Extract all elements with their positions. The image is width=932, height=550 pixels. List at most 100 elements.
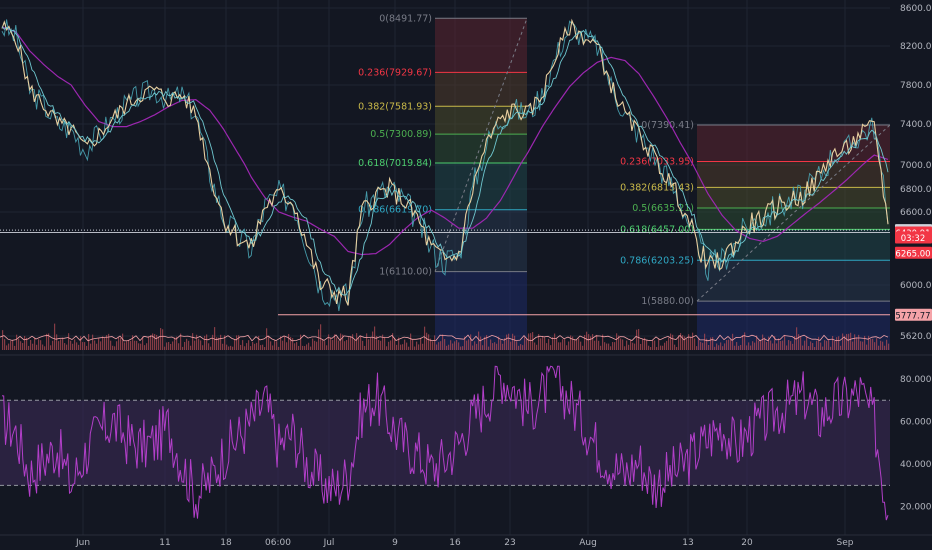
volume-bar <box>126 340 128 350</box>
volume-bar <box>406 342 408 350</box>
volume-bar <box>808 346 810 350</box>
volume-bar <box>314 340 316 350</box>
volume-bar <box>228 346 230 350</box>
volume-bar <box>812 343 814 350</box>
volume-bar <box>222 343 224 350</box>
volume-bar <box>860 341 862 350</box>
volume-bar <box>810 341 812 350</box>
volume-bar <box>800 336 802 350</box>
volume-bar <box>26 337 28 350</box>
volume-bar <box>78 344 80 350</box>
volume-bar <box>778 338 780 350</box>
time-axis[interactable]: Jun 11 18 06:00 Jul 9 16 23 Aug 13 20 Sep <box>75 538 854 548</box>
volume-bar <box>722 346 724 350</box>
volume-bar <box>212 334 214 350</box>
volume-bar <box>758 340 760 350</box>
volume-bar <box>470 334 472 350</box>
volume-bar <box>394 337 396 350</box>
volume-bar <box>530 333 532 350</box>
volume-bar <box>160 328 162 350</box>
volume-bar <box>202 345 204 350</box>
volume-bar <box>36 344 38 350</box>
volume-bar <box>396 344 398 350</box>
volume-bar <box>168 341 170 350</box>
fib-level-label: 0.5(6635.21) <box>632 203 694 214</box>
price-tick-label: 7000.00 <box>900 161 932 171</box>
volume-bar <box>822 346 824 350</box>
volume-bar <box>804 340 806 350</box>
volume-bar <box>108 333 110 350</box>
volume-bar <box>588 334 590 350</box>
price-tick-label: 6800.00 <box>900 185 932 195</box>
volume-bar <box>884 345 886 350</box>
volume-bar <box>190 345 192 350</box>
volume-bar <box>352 334 354 350</box>
volume-bar <box>368 339 370 350</box>
time-tick-label: 9 <box>392 538 398 548</box>
volume-bar <box>274 340 276 350</box>
volume-bar <box>432 341 434 350</box>
volume-bar <box>382 334 384 350</box>
volume-bar <box>110 340 112 350</box>
rsi-tick-label: 40.0000 <box>900 460 932 470</box>
volume-bar <box>630 340 632 350</box>
volume-bar <box>328 334 330 350</box>
volume-bar <box>564 339 566 350</box>
volume-bar <box>690 336 692 350</box>
volume-bar <box>644 337 646 350</box>
volume-bar <box>234 339 236 350</box>
volume-bar <box>136 340 138 350</box>
volume-bar <box>120 337 122 350</box>
volume-bar <box>124 342 126 350</box>
fib-level-label: 0.382(7581.93) <box>358 101 432 112</box>
volume-bar <box>72 343 74 350</box>
volume-bar <box>798 334 800 350</box>
volume-bar <box>434 335 436 350</box>
volume-bar <box>636 329 638 350</box>
volume-bar <box>838 336 840 350</box>
volume-bar <box>740 344 742 350</box>
volume-bar <box>638 329 640 350</box>
volume-bar <box>276 341 278 350</box>
fib-level-label: 0.5(7300.89) <box>370 129 432 140</box>
volume-bar <box>146 343 148 350</box>
volume-bar <box>220 334 222 350</box>
volume-bar <box>694 338 696 350</box>
volume-bar <box>104 337 106 350</box>
volume-bar <box>132 335 134 350</box>
volume-bar <box>538 334 540 350</box>
rsi-pane <box>0 365 890 521</box>
volume-bar <box>34 337 36 350</box>
fib-level-label: 1(6110.00) <box>379 267 432 278</box>
time-tick-label: 06:00 <box>265 538 291 548</box>
volume-bar <box>344 341 346 350</box>
volume-bar <box>332 340 334 350</box>
volume-bar <box>92 334 94 350</box>
price-series <box>1 18 889 312</box>
volume-bar <box>864 335 866 350</box>
volume-bar <box>574 339 576 350</box>
volume-bar <box>784 334 786 350</box>
volume-bar <box>208 343 210 350</box>
volume-bar <box>612 342 614 350</box>
volume-bar <box>80 336 82 350</box>
volume-bar <box>288 333 290 350</box>
volume-bar <box>814 346 816 350</box>
volume-bar <box>790 341 792 350</box>
volume-bar <box>572 336 574 350</box>
volume-bar <box>318 329 320 350</box>
volume-bar <box>342 334 344 350</box>
price-axis[interactable]: 8600.00 8200.00 7800.00 7400.00 7000.00 6800.… <box>900 4 932 513</box>
volume-bar <box>428 334 430 350</box>
time-tick-label: Jul <box>323 538 335 548</box>
volume-bar <box>116 341 118 350</box>
volume-bar <box>646 340 648 350</box>
price-badge-label: 5777.77 <box>895 311 930 321</box>
fib-level-label: 0.236(7929.67) <box>358 67 432 78</box>
volume-bar <box>438 342 440 350</box>
volume-bar <box>848 333 850 350</box>
volume-bar <box>372 331 374 350</box>
fib-retracements[interactable]: 0(8491.77) 0.236(7929.67) 0.382(7581.93) 0.… <box>358 13 891 350</box>
